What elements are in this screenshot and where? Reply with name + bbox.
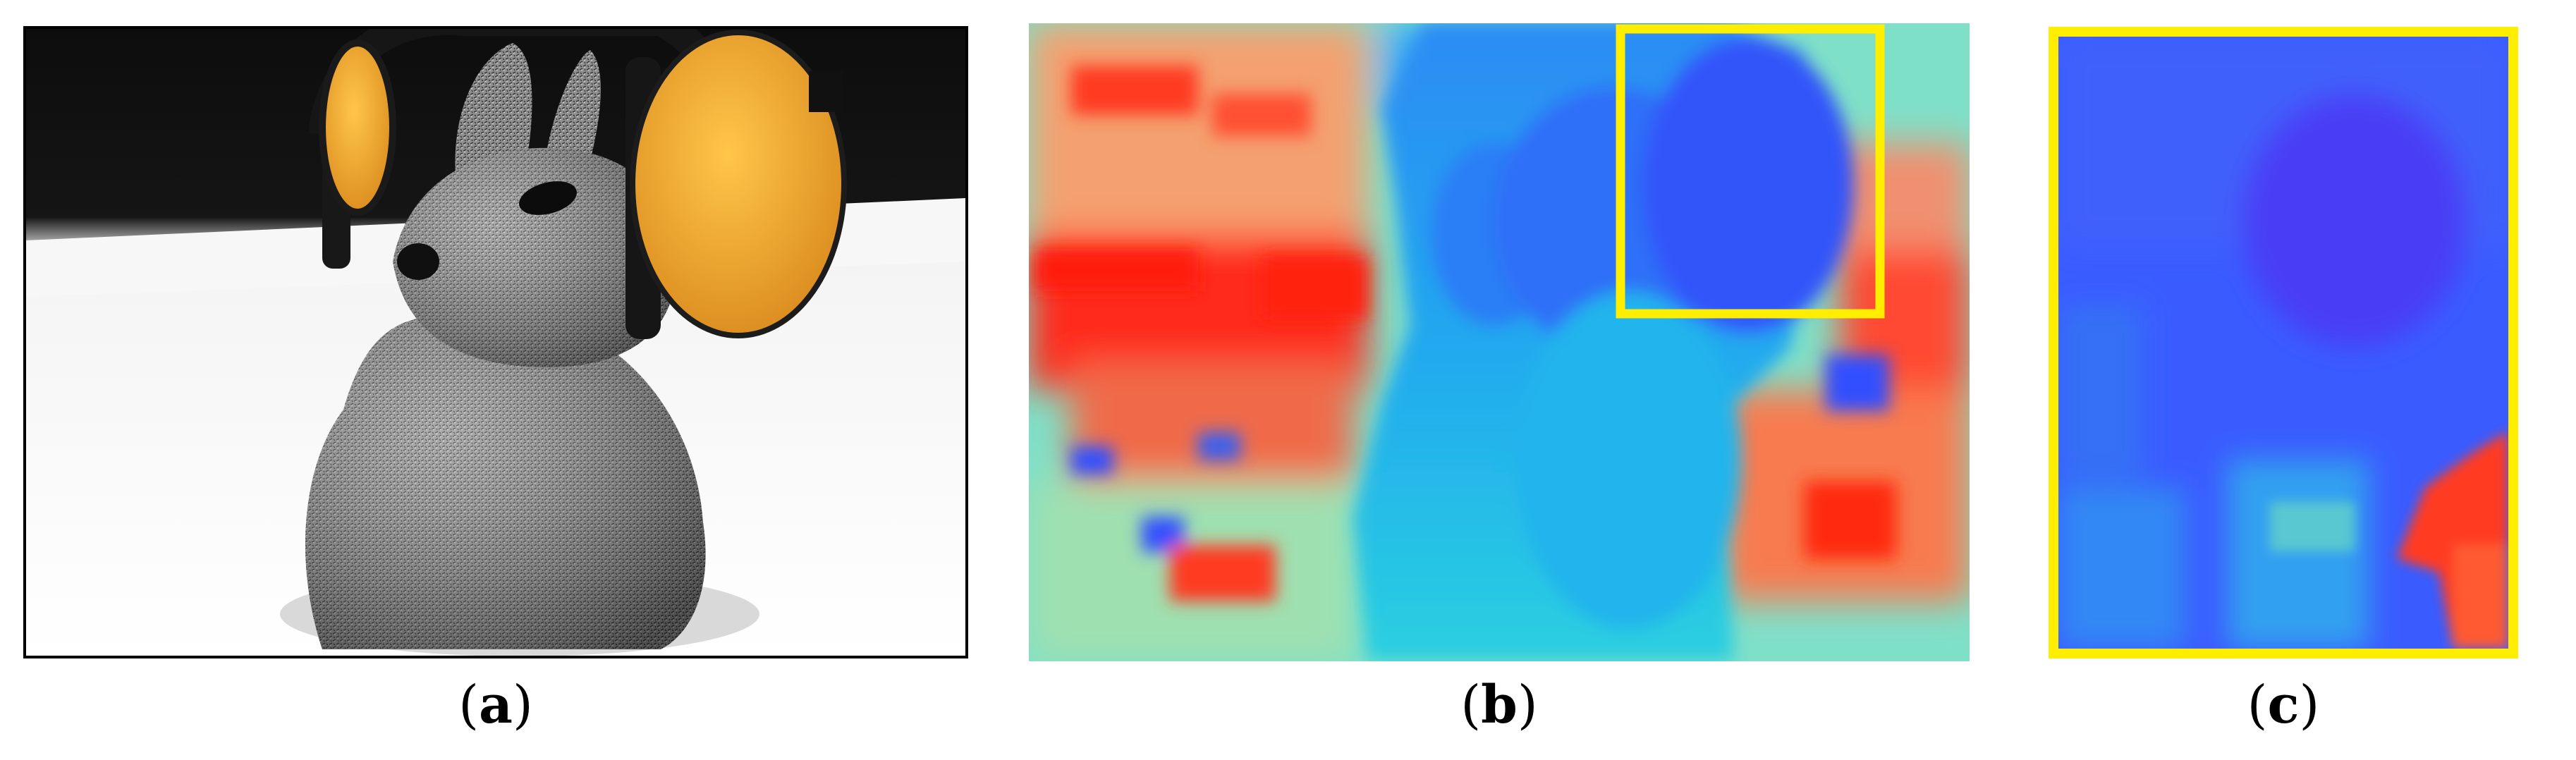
caption-c: (c) — [2247, 675, 2320, 735]
caption-b: (b) — [1460, 675, 1538, 735]
rabbit-photo — [26, 29, 965, 656]
highlight-box — [1616, 24, 1885, 319]
caption-a: (a) — [458, 675, 533, 735]
depth-map — [1029, 23, 1970, 661]
depth-map-panel — [1029, 23, 1970, 661]
zoomed-depth-crop — [2058, 37, 2508, 649]
photo-panel — [23, 26, 968, 658]
earmuff-logo — [809, 71, 843, 112]
zoomed-crop-panel — [2049, 27, 2518, 658]
